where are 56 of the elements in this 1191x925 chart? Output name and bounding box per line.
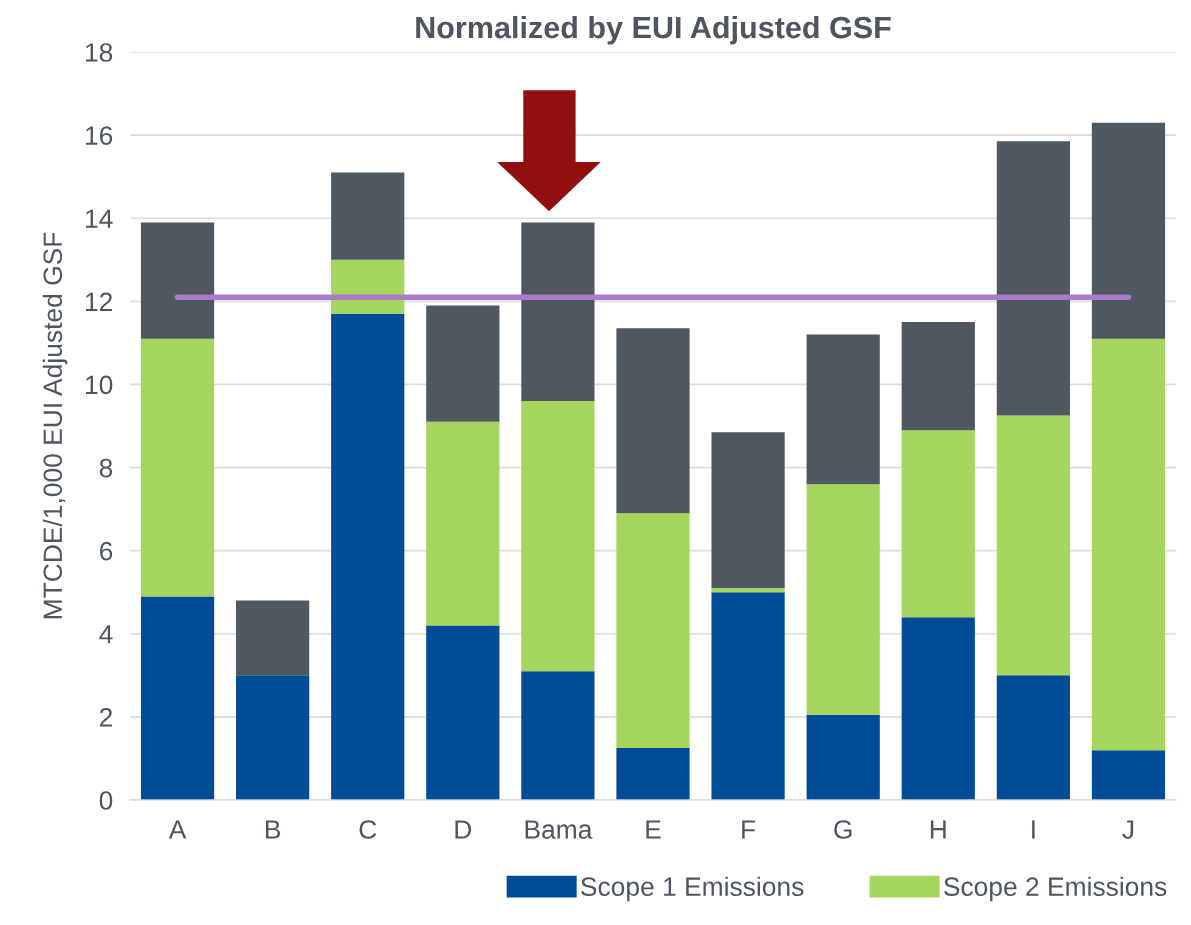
bar [996,141,1070,416]
x-tick-label: F [742,820,756,839]
bar [616,328,690,514]
bar [331,172,405,260]
bar [1091,750,1166,800]
bar [901,617,975,800]
bar [236,600,310,676]
x-tick-label: I [1032,820,1035,839]
chart-title: Normalized by EUI Adjusted GSF [416,15,891,45]
bar [1091,122,1166,339]
bar [140,596,215,800]
bar [331,313,405,800]
bar [521,401,595,672]
y-tick-label: 12 [86,292,113,311]
legend-label: Scope 1 Emissions [581,876,804,902]
bar [901,430,975,618]
bar [616,513,690,749]
bar [806,334,880,485]
y-tick-label: 14 [86,209,113,228]
x-tick-label: Bama [525,820,593,839]
y-tick-label: 10 [86,375,113,395]
bar [236,675,310,800]
x-tick-label: G [834,820,852,839]
bar [521,222,595,402]
y-tick-label: 0 [99,791,113,810]
bar [806,484,880,715]
bar [140,222,215,339]
bar [901,322,975,431]
bar [426,421,500,626]
bar [426,625,500,800]
bar [711,592,785,800]
x-tick-label: J [1122,820,1134,839]
bar [426,305,500,422]
legend-label: Scope 2 Emissions [944,876,1167,902]
y-tick-label: 16 [86,126,113,145]
bar [711,588,785,593]
bar [806,714,880,800]
x-tick-label: H [930,820,946,839]
bar [140,338,215,597]
x-tick-label: E [646,820,661,839]
y-tick-label: 8 [99,458,113,478]
bar [1091,338,1166,751]
x-tick-label: D [455,820,472,839]
bar [711,432,785,589]
x-tick-label: C [359,820,377,839]
bar [996,415,1070,676]
y-tick-label: 6 [100,541,113,561]
y-tick-label: 2 [99,708,113,727]
x-tick-label: A [168,820,187,839]
y-tick-label: 4 [99,625,113,644]
x-tick-label: B [266,820,281,839]
y-axis-title: MTCDE/1,000 EUI Adjusted GSF [42,232,68,619]
bar [996,675,1070,800]
bar [521,671,595,800]
bar [616,748,690,800]
y-tick-label: 18 [86,43,113,62]
